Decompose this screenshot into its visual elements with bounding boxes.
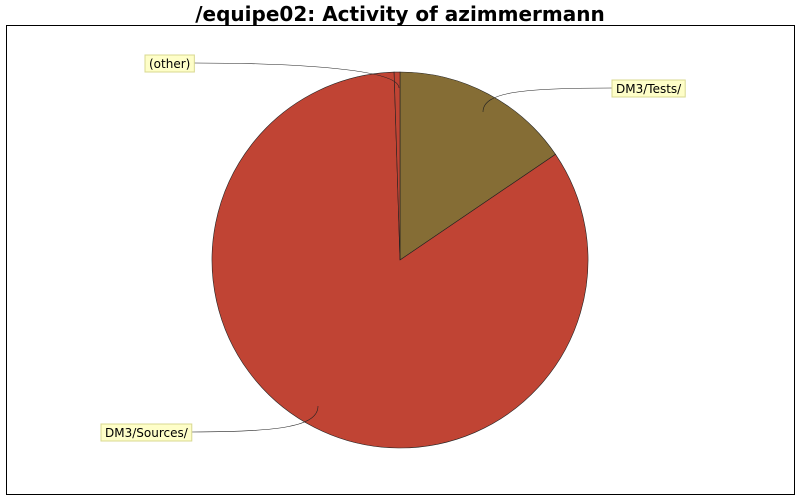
slice-label-1: DM3/Tests/ [616, 82, 682, 96]
pie-slice-1 [399, 71, 556, 261]
slice-label-3: (other) [149, 57, 190, 71]
leader-line-3 [194, 62, 400, 89]
chart-title: /equipe02: Activity of azimmermann [195, 2, 605, 26]
leader-line-1 [482, 87, 613, 113]
leader-lines [191, 62, 613, 433]
slice-label-2: DM3/Sources/ [105, 426, 189, 440]
leader-line-2 [191, 405, 319, 433]
pie-slice-2 [211, 71, 589, 449]
slice-label-box-3 [144, 54, 195, 73]
slice-label-box-1 [611, 79, 686, 98]
slice-labels: DM3/Tests/DM3/Sources/ (other) [100, 54, 686, 442]
slice-label-box-2 [100, 423, 193, 442]
pie-slices [211, 71, 589, 449]
plot-frame [6, 25, 795, 495]
pie-slice-3 [393, 71, 401, 261]
